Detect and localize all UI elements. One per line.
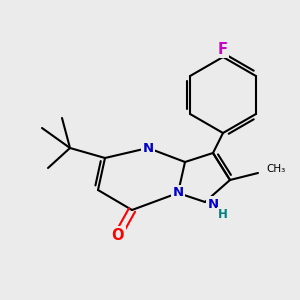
Text: CH₃: CH₃ (266, 164, 285, 174)
Text: N: N (207, 197, 219, 211)
Text: N: N (142, 142, 154, 154)
Text: H: H (218, 208, 228, 220)
Text: O: O (112, 227, 124, 242)
Text: N: N (172, 187, 184, 200)
Text: F: F (218, 41, 228, 56)
